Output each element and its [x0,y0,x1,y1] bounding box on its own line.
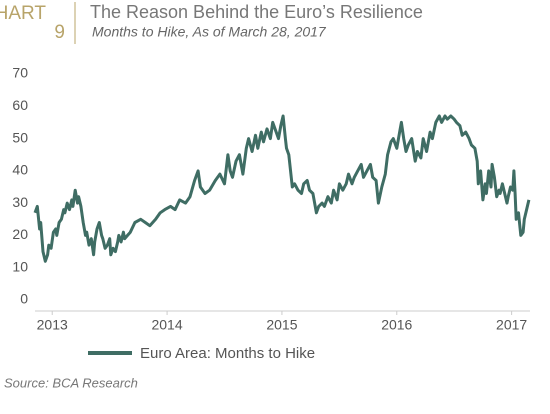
x-tick-label: 2014 [151,317,182,333]
y-tick-label: 50 [12,129,28,145]
x-tick-label: 2015 [266,317,297,333]
y-tick-label: 70 [12,65,28,81]
legend-label: Euro Area: Months to Hike [140,345,315,362]
y-tick-label: 10 [12,258,28,274]
data-line [33,114,531,263]
y-tick-label: 0 [20,291,28,307]
y-tick-label: 60 [12,97,28,113]
source-note: Source: BCA Research [4,375,138,390]
x-tick-label: 2016 [381,317,412,333]
x-tick-label: 2017 [496,317,527,333]
y-tick-label: 20 [12,226,28,242]
chart-title: The Reason Behind the Euro’s Resilience [90,2,423,22]
y-tick-label: 40 [12,162,28,178]
chart-number: 9 [54,22,65,43]
chart-label: CHART [0,3,46,24]
y-tick-label: 30 [12,194,28,210]
x-tick-label: 2013 [37,317,68,333]
chart-subtitle: Months to Hike, As of March 28, 2017 [92,24,327,40]
